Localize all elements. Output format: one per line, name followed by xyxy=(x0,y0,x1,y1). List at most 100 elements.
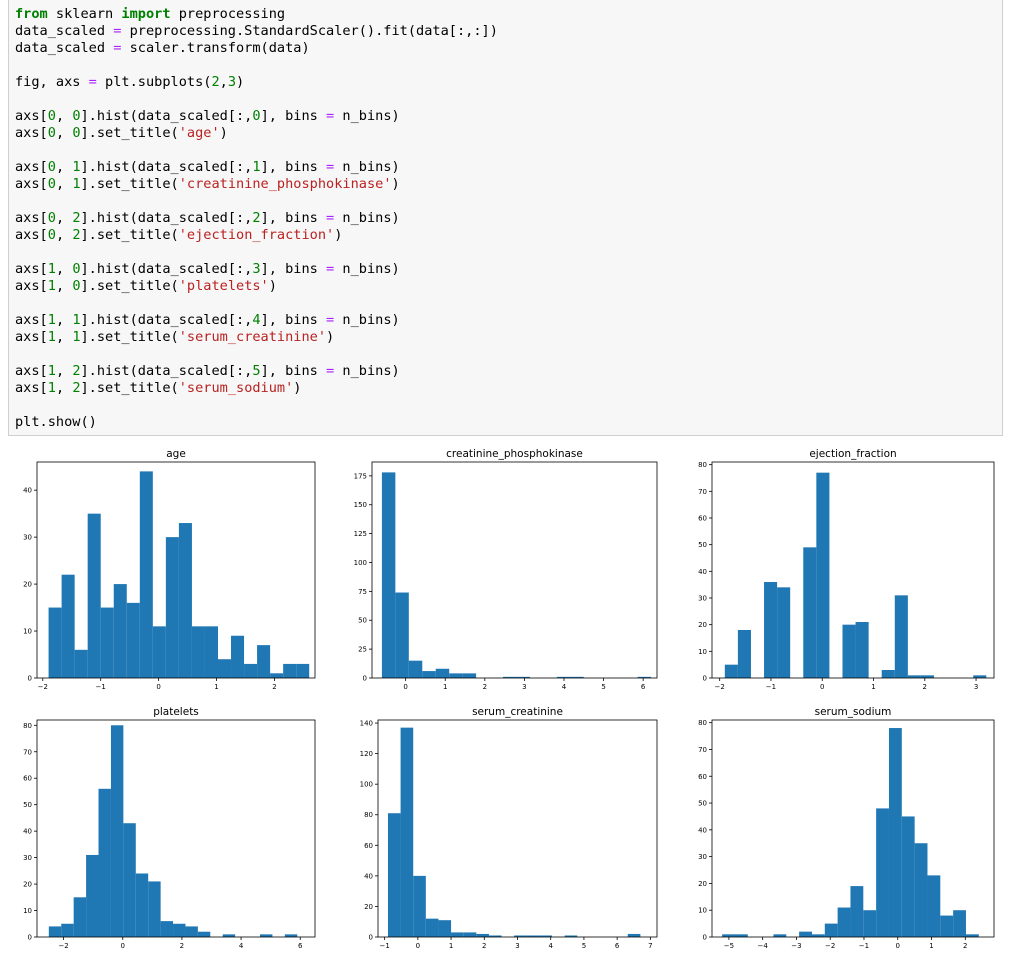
code-token: axs[ xyxy=(15,125,48,141)
x-tick-label: 0 xyxy=(156,683,160,691)
code-token: axs[ xyxy=(15,108,48,124)
y-tick-label: 80 xyxy=(23,722,32,730)
histogram-bar xyxy=(901,816,915,937)
code-token: preprocessing.StandardScaler().fit(data[… xyxy=(121,23,498,39)
code-token: 0 xyxy=(72,278,81,294)
code-token: 0 xyxy=(47,176,56,192)
code-token: data_scaled xyxy=(15,40,114,56)
histogram-bar xyxy=(627,933,641,937)
code-editor[interactable]: from sklearn import preprocessing data_sc… xyxy=(15,6,498,431)
y-tick-label: 40 xyxy=(23,828,32,836)
histogram-bar xyxy=(842,624,856,678)
histogram-bar xyxy=(526,935,540,937)
code-token: 1 xyxy=(72,312,81,328)
code-token: 0 xyxy=(47,159,56,175)
x-tick-label: 5 xyxy=(601,683,605,691)
code-token: 'age' xyxy=(178,125,220,141)
histogram-bar xyxy=(799,931,812,937)
code-token: 2 xyxy=(252,210,261,226)
code-cell[interactable]: from sklearn import preprocessing data_sc… xyxy=(8,0,1003,436)
axes-frame xyxy=(711,719,995,938)
code-line: data_scaled = scaler.transform(data) xyxy=(15,40,498,57)
code-token: , xyxy=(219,74,228,90)
y-tick-label: 20 xyxy=(364,903,373,911)
code-line: fig, axs = plt.subplots(2,3) xyxy=(15,74,498,91)
y-tick-label: 0 xyxy=(369,934,373,942)
histogram-bar xyxy=(556,676,571,678)
y-tick-label: 40 xyxy=(23,487,32,495)
code-line: axs[1, 2].hist(data_scaled[:,5], bins = … xyxy=(15,363,498,380)
histogram-bar xyxy=(425,918,439,937)
code-token: axs[ xyxy=(15,278,48,294)
code-token: , xyxy=(55,125,73,141)
histogram-bar xyxy=(953,910,966,937)
code-token: ) xyxy=(391,176,400,192)
x-tick-label: 1 xyxy=(443,683,447,691)
histogram-bar xyxy=(837,907,851,937)
code-line xyxy=(15,397,498,414)
code-token: data_scaled xyxy=(15,23,114,39)
code-token: = xyxy=(326,210,335,226)
code-token: n_bins) xyxy=(334,261,400,277)
histogram-bar xyxy=(173,923,186,937)
histogram-panel: 0 1 2 3 4 5 6 0 25 50 75 100 125 150 175 creatinine_pho… xyxy=(354,448,658,691)
y-tick-label: 80 xyxy=(698,719,707,727)
code-token: axs[ xyxy=(15,261,48,277)
code-token: 4 xyxy=(252,312,261,328)
code-token: ) xyxy=(268,278,277,294)
histogram-bar xyxy=(178,523,192,678)
x-tick-label: 4 xyxy=(239,942,244,950)
code-token: 1 xyxy=(72,176,81,192)
histogram-bar xyxy=(270,673,284,678)
code-token: ].hist(data_scaled[:, xyxy=(80,261,253,277)
chart-title: age xyxy=(166,448,186,460)
histogram-bar xyxy=(259,934,273,937)
y-tick-label: 0 xyxy=(28,675,32,683)
code-token: , xyxy=(55,278,73,294)
y-tick-label: 10 xyxy=(698,648,707,656)
code-token: = xyxy=(326,363,335,379)
code-token: 1 xyxy=(47,278,56,294)
code-token: = xyxy=(326,312,335,328)
y-tick-label: 100 xyxy=(354,559,367,567)
histogram-bar xyxy=(135,873,149,937)
code-token: ) xyxy=(334,227,343,243)
histogram-panel: −2 −1 0 1 2 301020304050607080ejection_fracti… xyxy=(698,448,995,691)
chart-title: serum_sodium xyxy=(815,706,892,718)
y-tick-label: 20 xyxy=(23,581,32,589)
code-token: axs[ xyxy=(15,159,48,175)
code-token: , xyxy=(55,159,73,175)
histogram-bar xyxy=(395,592,409,678)
code-line: axs[1, 0].set_title('platelets') xyxy=(15,278,498,295)
histogram-bar xyxy=(257,645,271,678)
y-tick-label: 30 xyxy=(698,595,707,603)
histogram-bar xyxy=(296,663,310,678)
y-tick-label: 0 xyxy=(703,675,707,683)
histogram-bar xyxy=(381,472,396,678)
histogram-bar xyxy=(777,587,791,678)
code-line: from sklearn import preprocessing xyxy=(15,6,498,23)
histogram-bar xyxy=(449,673,463,678)
code-token: ].set_title( xyxy=(80,227,179,243)
code-line xyxy=(15,57,498,74)
y-tick-label: 60 xyxy=(698,773,707,781)
chart-title: serum_creatinine xyxy=(472,706,563,718)
code-token: , xyxy=(55,210,73,226)
code-token: ], bins xyxy=(260,312,327,328)
chart-title: platelets xyxy=(153,706,199,718)
histogram-bar xyxy=(160,921,174,937)
code-token: 3 xyxy=(227,74,236,90)
code-token: 'serum_creatinine' xyxy=(178,329,327,345)
x-tick-label: 0 xyxy=(403,683,407,691)
code-token: plt.subplots( xyxy=(96,74,212,90)
code-token: ].hist(data_scaled[:, xyxy=(80,312,253,328)
code-token: , xyxy=(55,380,73,396)
code-token: , xyxy=(55,176,73,192)
histogram-bar xyxy=(463,932,477,937)
code-token: , xyxy=(55,329,73,345)
y-tick-label: 40 xyxy=(698,568,707,576)
histogram-bar xyxy=(139,471,153,678)
code-token: 2 xyxy=(72,210,81,226)
